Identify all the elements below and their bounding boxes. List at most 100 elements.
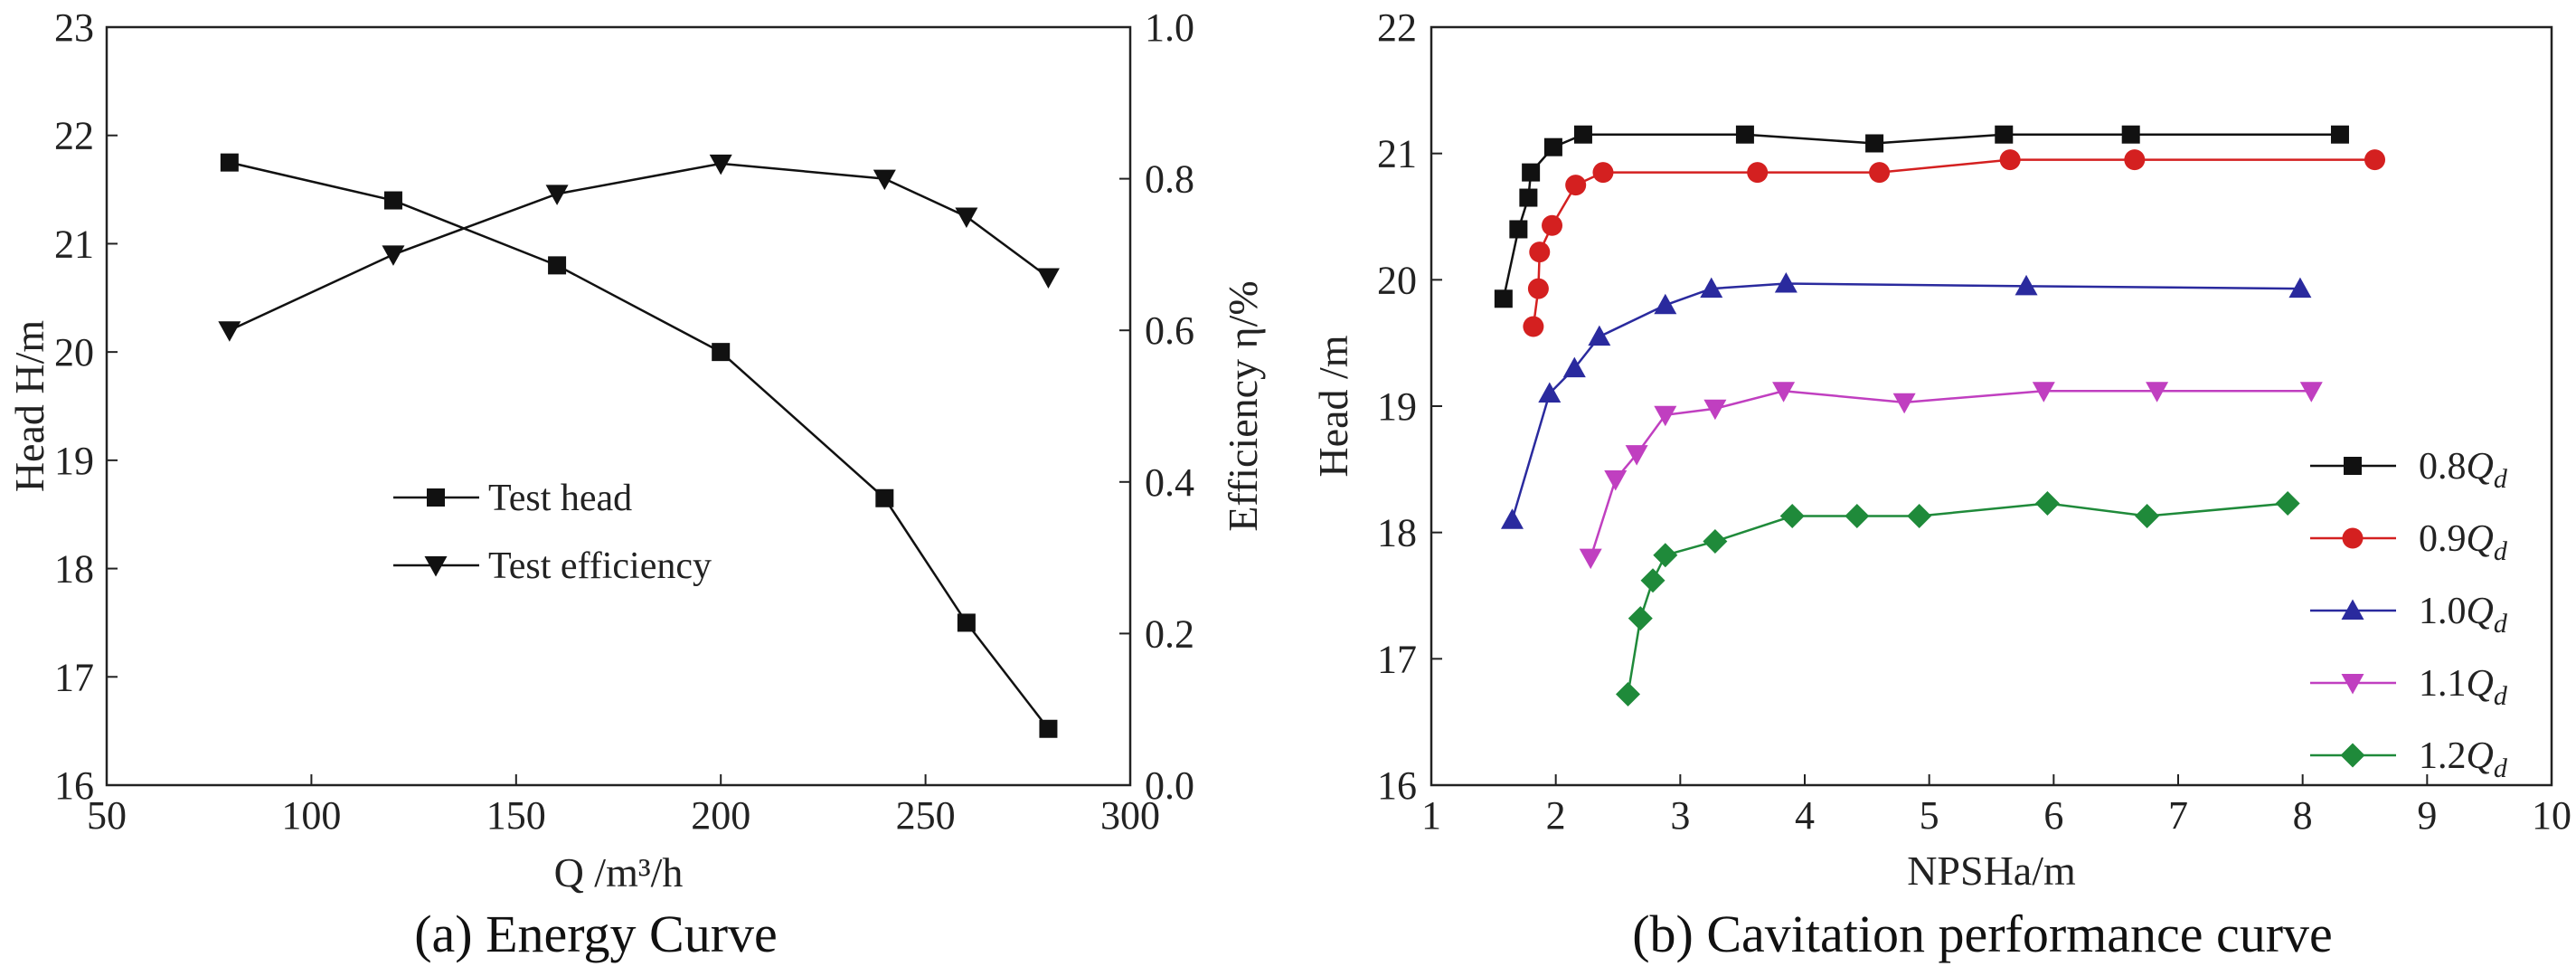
x-tick-label: 200 — [691, 793, 750, 838]
y-tick-label: 23 — [54, 5, 94, 50]
plot-frame — [105, 25, 1132, 787]
series-1-1qd-point — [2032, 382, 2055, 403]
series-0-8qd-point — [1522, 163, 1541, 182]
series-0-8qd-point — [1494, 289, 1513, 308]
test-efficiency-point — [218, 321, 241, 342]
series-1-2qd-point — [1845, 504, 1870, 529]
test-head-point — [548, 256, 567, 275]
y-tick-label: 19 — [1377, 384, 1417, 429]
series-0-9qd-point — [2364, 149, 2386, 171]
y-tick-label: 16 — [54, 763, 94, 808]
legend-label: 1.1Qd — [2419, 663, 2508, 711]
series-1-2qd-point — [1628, 606, 1653, 631]
x-tick-label: 4 — [1795, 793, 1815, 838]
series-0-9qd-point — [1565, 175, 1587, 196]
series-0-8qd-point — [1865, 134, 1884, 153]
series-0-8qd-point — [2330, 125, 2349, 144]
test-efficiency-point — [873, 169, 896, 191]
x-tick-label: 6 — [2043, 793, 2063, 838]
y2-tick-label: 0.2 — [1145, 611, 1194, 656]
legend-label-subscript: d — [2494, 609, 2508, 639]
x-tick-label: 100 — [281, 793, 341, 838]
test-head-point — [712, 343, 731, 362]
plot-frame — [1430, 25, 2553, 787]
y-tick-label: 21 — [54, 222, 94, 266]
x-tick-label: 7 — [2168, 793, 2188, 838]
series-line-test-head — [229, 161, 1050, 730]
series-1-1qd-point — [2299, 382, 2323, 403]
legend-label: 1.0Qd — [2419, 591, 2508, 639]
series-1-2qd-point — [1640, 568, 1665, 593]
legend-label-value: 0.8 — [2419, 446, 2467, 488]
series-1-0qd-point — [1500, 508, 1524, 529]
series-1-0qd-point — [1774, 272, 1798, 293]
series-0-8qd-point — [1509, 220, 1528, 239]
y-tick-label: 20 — [1377, 258, 1417, 302]
test-efficiency-point — [709, 154, 732, 175]
series-0-9qd-point — [1523, 316, 1544, 337]
legend-label: Test head — [488, 478, 632, 519]
series-1-2qd-point — [1907, 504, 1932, 529]
series-0-9qd-point — [1747, 162, 1769, 184]
series-0-9qd-point — [1527, 278, 1549, 299]
legend-label-value: 1.2 — [2419, 735, 2467, 777]
series-0-8qd-point — [1995, 125, 2014, 144]
legend-label-q: Q — [2467, 735, 2494, 777]
test-head-point — [957, 613, 976, 632]
series-1-2qd-point — [1616, 681, 1641, 706]
series-0-9qd-point — [1592, 162, 1614, 184]
x-tick-label: 150 — [486, 793, 546, 838]
legend-label: Test efficiency — [488, 545, 712, 587]
test-efficiency-point — [382, 245, 405, 266]
legend-label-value: 0.9 — [2419, 518, 2467, 560]
y-tick-label: 18 — [1377, 511, 1417, 555]
series-1-1qd-line — [1590, 389, 2312, 558]
series-0-9qd-point — [1999, 149, 2021, 171]
series-1-1qd-point — [2146, 382, 2169, 403]
x-tick-label: 3 — [1670, 793, 1690, 838]
y-axis-label: Head H/m — [6, 320, 52, 493]
test-head-point — [1039, 719, 1058, 738]
series-0-8qd-point — [1519, 188, 1538, 207]
series-1-0qd-point — [2015, 274, 2038, 296]
series-1-1qd-point — [1772, 382, 1796, 403]
series-1-1qd-point — [1892, 393, 1916, 414]
series-0-8qd-point — [1543, 137, 1562, 156]
legend-label-q: Q — [2467, 591, 2494, 632]
y-tick-label: 19 — [54, 439, 94, 483]
x-axis-label: NPSHa/m — [1907, 848, 2076, 894]
series-1-2qd-point — [2034, 491, 2060, 516]
series-0-9qd-line — [1532, 158, 2375, 327]
legend-marker — [427, 488, 445, 507]
cavitation-curve-chart: 1 2 3 4 5 6 7 8 9 10 16 17 18 19 20 21 22 NPSHa/m Head /m 0… — [1310, 5, 2571, 963]
series-line-test-efficiency — [229, 162, 1050, 332]
series-1-2qd-point — [1653, 543, 1678, 568]
y2-axis-label: Efficiency η/% — [1220, 280, 1266, 531]
caption-a: (a) Energy Curve — [414, 905, 778, 963]
series-1-2qd-point — [1703, 528, 1728, 554]
y-tick-label: 21 — [1377, 132, 1417, 176]
x-tick-label: 2 — [1546, 793, 1566, 838]
series-1-0qd-point — [1588, 325, 1611, 346]
y-tick-label: 20 — [54, 330, 94, 374]
series-0-8qd-point — [1735, 125, 1754, 144]
legend-label-q: Q — [2467, 518, 2494, 560]
test-efficiency-point — [955, 207, 978, 228]
x-tick-label: 5 — [1920, 793, 1939, 838]
test-head-point — [383, 191, 402, 210]
series-1-2qd-line — [1627, 502, 2288, 695]
series-1-0qd-point — [1538, 382, 1562, 403]
y2-tick-label: 0.6 — [1145, 308, 1194, 353]
series-0-8qd-point — [1573, 125, 1592, 144]
legend-marker — [424, 556, 448, 577]
legend-marker — [2342, 527, 2364, 549]
test-efficiency-point — [1036, 268, 1060, 289]
series-1-2qd-point — [1779, 504, 1805, 529]
legend-marker — [2341, 599, 2364, 620]
y2-tick-label: 1.0 — [1145, 5, 1194, 50]
series-0-9qd-point — [1542, 214, 1563, 236]
legend-label: 0.9Qd — [2419, 518, 2508, 566]
series-1-1qd-point — [1703, 399, 1727, 421]
